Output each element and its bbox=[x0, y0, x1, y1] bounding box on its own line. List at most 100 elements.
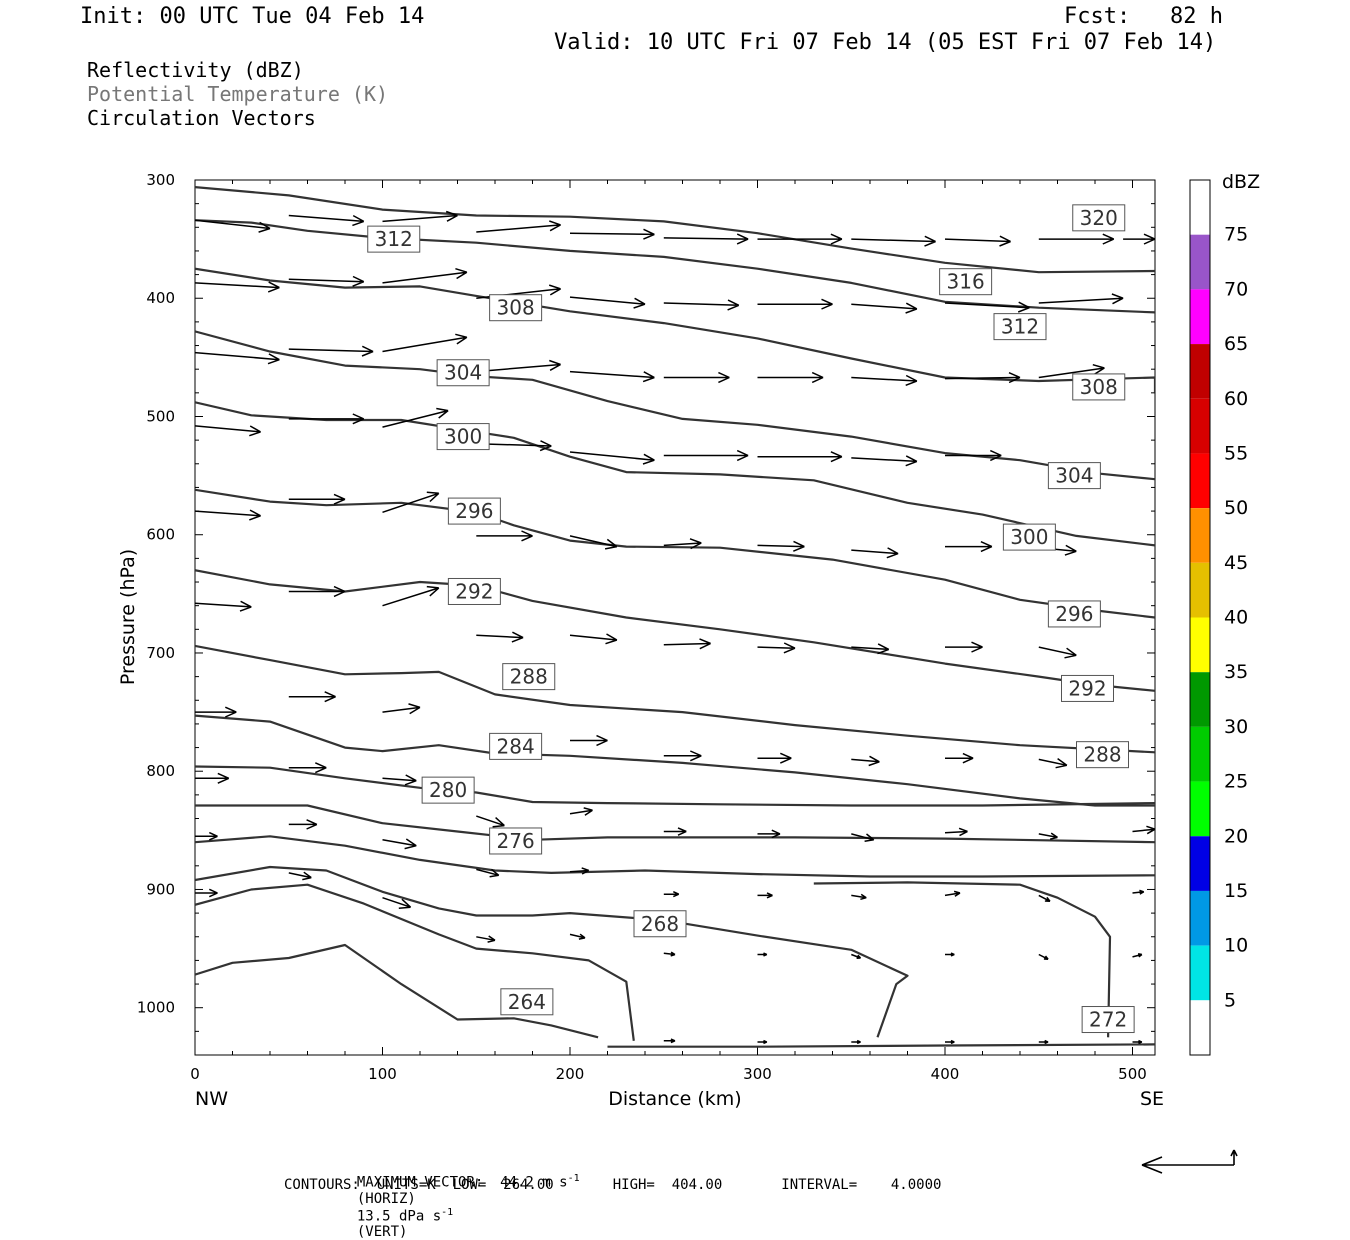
y-tick-labels: 300 400 500 600 700 800 900 1000 bbox=[137, 171, 175, 1017]
colorbar-segment bbox=[1190, 1000, 1210, 1055]
circulation-vector-arrow bbox=[382, 267, 468, 284]
circulation-vector-arrow bbox=[851, 755, 880, 767]
contour-label-box bbox=[1061, 674, 1114, 702]
circulation-vector-arrow bbox=[851, 1039, 861, 1045]
theta-contour-line bbox=[195, 330, 1155, 481]
circulation-vector-arrow bbox=[1038, 646, 1077, 659]
field-reflectivity: Reflectivity (dBZ) bbox=[87, 58, 304, 82]
circulation-vector-arrow bbox=[851, 235, 936, 247]
circulation-vector-arrow bbox=[757, 752, 792, 764]
circulation-vector-arrow bbox=[945, 541, 993, 553]
colorbar-segment bbox=[1190, 344, 1210, 399]
contour-label: 288 bbox=[1076, 741, 1129, 769]
contour-label: 272 bbox=[1081, 1006, 1135, 1034]
circulation-vector-arrow bbox=[382, 407, 449, 428]
contour-label-box bbox=[939, 268, 993, 296]
colorbar-segment bbox=[1190, 453, 1210, 509]
circulation-vector-arrow bbox=[1038, 363, 1105, 379]
valid-time: Valid: 10 UTC Fri 07 Feb 14 (05 EST Fri … bbox=[554, 30, 1217, 55]
circulation-vector-arrow bbox=[663, 827, 687, 836]
colorbar-segment bbox=[1190, 234, 1210, 290]
contour-label: 308 bbox=[1072, 373, 1126, 401]
circulation-vector-arrow bbox=[1038, 953, 1049, 960]
contour-label: 296 bbox=[447, 497, 501, 525]
circulation-vector-arrow bbox=[569, 867, 590, 875]
theta-contour-line bbox=[195, 714, 1155, 807]
theta-contour-line bbox=[607, 1043, 1155, 1048]
circulation-vector-arrow bbox=[569, 228, 655, 240]
contour-label-box bbox=[500, 988, 554, 1016]
colorbar-segment bbox=[1190, 836, 1210, 891]
circulation-vector-arrow bbox=[288, 214, 365, 227]
contour-label-text: 316 bbox=[947, 270, 985, 294]
circulation-vector-arrow bbox=[757, 952, 768, 957]
contour-label-text: 268 bbox=[641, 912, 679, 936]
circulation-vector-arrow bbox=[1038, 832, 1058, 840]
colorbar-label: 5 bbox=[1224, 989, 1236, 1011]
unit-exponent-horiz: -1 bbox=[567, 1173, 580, 1184]
contour-label: 320 bbox=[1072, 204, 1126, 232]
theta-contour-line bbox=[195, 765, 1155, 807]
colorbar-segment bbox=[1190, 672, 1210, 727]
circulation-vector-arrow bbox=[663, 951, 676, 957]
circulation-vector-arrow bbox=[851, 547, 899, 559]
contour-label: 280 bbox=[421, 776, 475, 804]
circulation-vector-arrow bbox=[757, 540, 805, 552]
y-tick-label: 500 bbox=[146, 407, 175, 425]
x-end-label-se: SE bbox=[1140, 1088, 1164, 1110]
colorbar-label: 35 bbox=[1224, 661, 1248, 683]
circulation-vector-arrow bbox=[382, 333, 468, 353]
circulation-vector-arrow bbox=[663, 299, 740, 311]
circulation-vector-arrow bbox=[195, 425, 261, 437]
circulation-vector-arrow bbox=[476, 815, 505, 828]
circulation-vector-arrow bbox=[476, 868, 500, 878]
circulation-vector-arrow bbox=[382, 838, 417, 850]
colorbar-label: 25 bbox=[1224, 771, 1248, 793]
contour-label: 304 bbox=[436, 359, 490, 387]
contour-label-text: 292 bbox=[455, 579, 493, 603]
colorbar-segment bbox=[1190, 562, 1210, 618]
circulation-vector-arrow bbox=[851, 953, 862, 960]
colorbar-label: 45 bbox=[1224, 552, 1248, 574]
contour-label: 284 bbox=[489, 732, 543, 760]
circulation-vector-arrow bbox=[476, 220, 561, 233]
circulation-vector-arrow bbox=[195, 351, 280, 365]
circulation-vector-arrow bbox=[1132, 889, 1145, 895]
contour-label-box bbox=[1072, 204, 1126, 232]
contour-label: 312 bbox=[367, 225, 421, 253]
circulation-vector-arrow bbox=[757, 233, 843, 245]
contour-label: 276 bbox=[489, 827, 543, 855]
contour-label-text: 300 bbox=[1010, 525, 1048, 549]
circulation-vector-arrow bbox=[1038, 233, 1115, 245]
circulation-vector-arrow bbox=[288, 871, 312, 881]
colorbar-segment bbox=[1190, 617, 1210, 673]
contour-label-box bbox=[993, 313, 1047, 341]
contour-label: 312 bbox=[993, 313, 1047, 341]
circulation-vector-arrow bbox=[757, 1039, 768, 1045]
init-time: Init: 00 UTC Tue 04 Feb 14 bbox=[80, 4, 425, 29]
colorbar: 5 10 15 20 25 30 35 40 45 50 55 60 65 70 75 bbox=[1189, 179, 1248, 1056]
contour-label: 296 bbox=[1047, 600, 1101, 628]
circulation-vector-arrow bbox=[569, 807, 593, 816]
contour-label-text: 292 bbox=[1068, 676, 1106, 700]
circulation-vector-arrow bbox=[851, 374, 918, 387]
contour-label-box bbox=[367, 225, 421, 253]
contour-label-text: 296 bbox=[1055, 602, 1093, 626]
contour-label-text: 288 bbox=[1083, 743, 1121, 767]
circulation-vector-arrow bbox=[476, 530, 533, 542]
circulation-vector-arrow bbox=[851, 455, 918, 467]
circulation-vector-arrow bbox=[288, 345, 374, 357]
max-vector-label: MAXIMUM VECTOR: 44.2 m s-1 (HORIZ) 13.5 … bbox=[340, 1157, 580, 1240]
circulation-vector-arrow bbox=[663, 638, 711, 650]
circulation-vector-arrow bbox=[757, 892, 773, 899]
contour-label-text: 304 bbox=[1055, 464, 1093, 488]
contour-label: 292 bbox=[1061, 674, 1114, 702]
y-tick-label: 300 bbox=[146, 171, 175, 189]
circulation-vector-arrow bbox=[382, 585, 440, 607]
y-tick-label: 800 bbox=[146, 762, 175, 780]
circulation-vector-arrow bbox=[663, 750, 702, 762]
contour-label-text: 308 bbox=[1080, 375, 1118, 399]
y-tick-label: 400 bbox=[146, 289, 175, 307]
max-vector-horiz-tag: (HORIZ) bbox=[356, 1190, 416, 1207]
contour-label-box bbox=[1047, 462, 1101, 490]
